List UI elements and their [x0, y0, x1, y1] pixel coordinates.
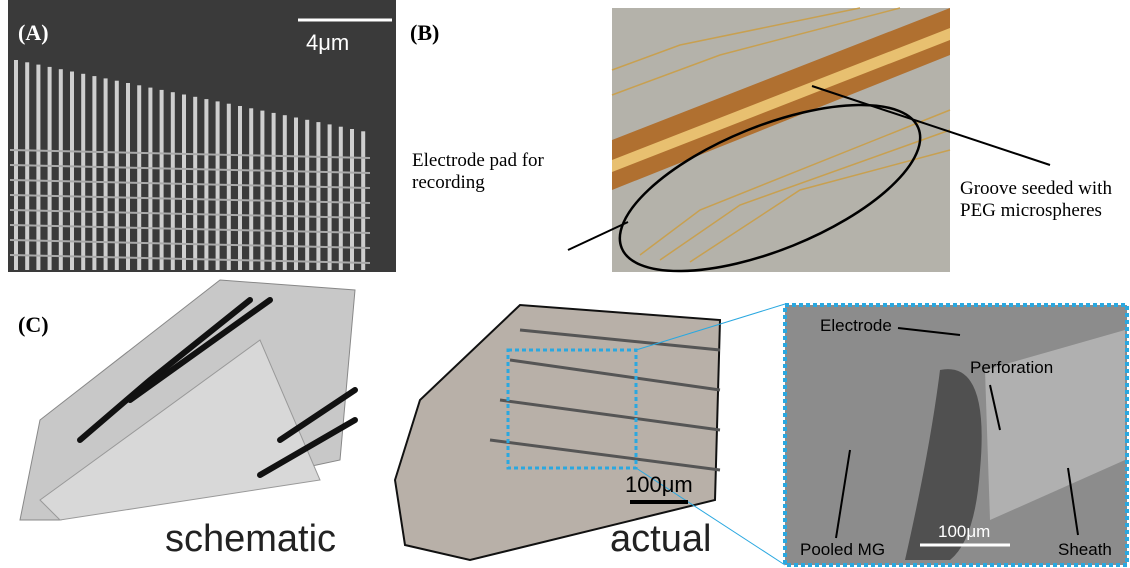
panel-label: (C)	[18, 312, 49, 338]
pillar	[350, 129, 354, 270]
pillar	[339, 127, 343, 270]
figure-art	[0, 0, 1130, 568]
annotation: Perforation	[970, 358, 1053, 378]
annotation: Pooled MG	[800, 540, 885, 560]
annotation: Electrode pad for recording	[412, 150, 562, 194]
pillar	[328, 124, 332, 270]
panel-label: (A)	[18, 20, 49, 46]
panel-label: (B)	[410, 20, 439, 46]
scale-label: 4μm	[306, 30, 349, 56]
pillar	[81, 74, 85, 270]
pillar	[36, 65, 40, 270]
annotation: Electrode	[820, 316, 892, 336]
scale-label: 100μm	[625, 472, 693, 498]
pillar	[361, 131, 365, 270]
caption: actual	[610, 518, 711, 561]
figure: (A) 4μm (B) Electrode pad for recording …	[0, 0, 1130, 568]
scale-label: 100μm	[938, 522, 990, 542]
annotation: Groove seeded with PEG microspheres	[960, 178, 1125, 222]
pillar	[59, 69, 63, 270]
annotation: Sheath	[1058, 540, 1112, 560]
pillar	[48, 67, 52, 270]
caption: schematic	[165, 518, 336, 561]
pillar	[70, 72, 74, 271]
